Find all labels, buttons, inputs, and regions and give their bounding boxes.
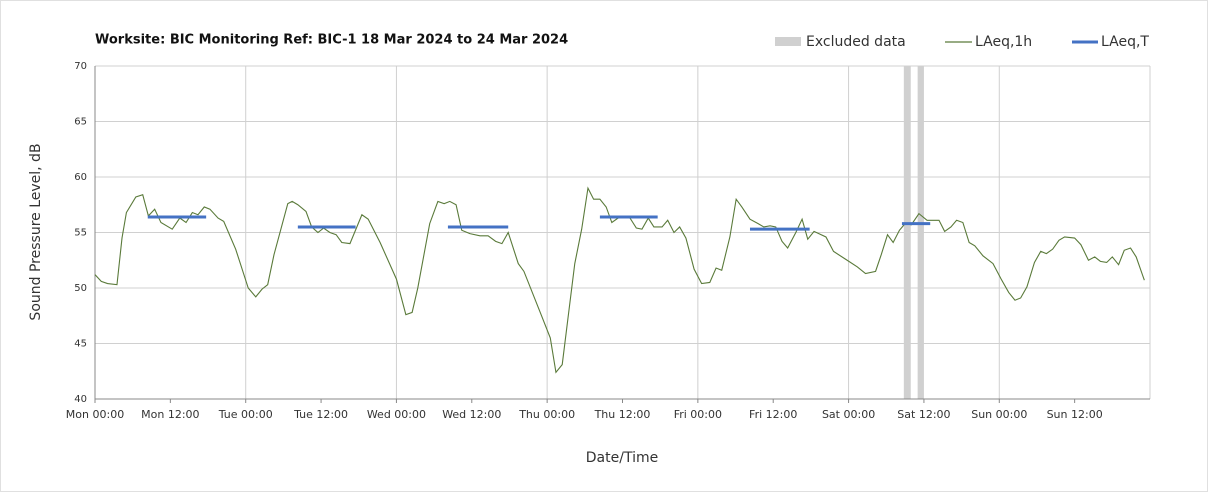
legend-label: LAeq,1h	[975, 34, 1032, 50]
x-tick-label: Wed 12:00	[442, 408, 501, 421]
x-tick-label: Tue 12:00	[293, 408, 348, 421]
legend-swatch	[775, 37, 801, 46]
chart-title: Worksite: BIC Monitoring Ref: BIC-1 18 M…	[95, 33, 568, 48]
y-tick-label: 55	[74, 228, 87, 239]
x-tick-label: Sat 00:00	[822, 408, 875, 421]
y-tick-label: 65	[74, 117, 87, 128]
y-tick-label: 70	[74, 61, 87, 72]
x-tick-label: Sun 12:00	[1047, 408, 1103, 421]
legend-label: Excluded data	[806, 34, 906, 50]
x-tick-label: Sun 00:00	[971, 408, 1027, 421]
x-tick-label: Thu 12:00	[594, 408, 651, 421]
y-tick-label: 50	[74, 283, 87, 294]
x-tick-label: Sat 12:00	[897, 408, 950, 421]
x-tick-label: Mon 12:00	[141, 408, 199, 421]
y-tick-label: 60	[74, 172, 87, 183]
y-axis-label: Sound Pressure Level, dB	[28, 143, 44, 320]
x-tick-label: Fri 12:00	[749, 408, 797, 421]
x-tick-label: Mon 00:00	[66, 408, 124, 421]
x-axis-label: Date/Time	[586, 450, 658, 466]
x-tick-label: Thu 00:00	[518, 408, 575, 421]
y-tick-label: 40	[74, 394, 87, 405]
y-tick-label: 45	[74, 339, 87, 350]
x-tick-label: Fri 00:00	[674, 408, 722, 421]
legend-label: LAeq,T	[1101, 34, 1149, 50]
line-series	[94, 186, 1145, 374]
x-tick-label: Wed 00:00	[367, 408, 426, 421]
x-tick-label: Tue 00:00	[218, 408, 273, 421]
